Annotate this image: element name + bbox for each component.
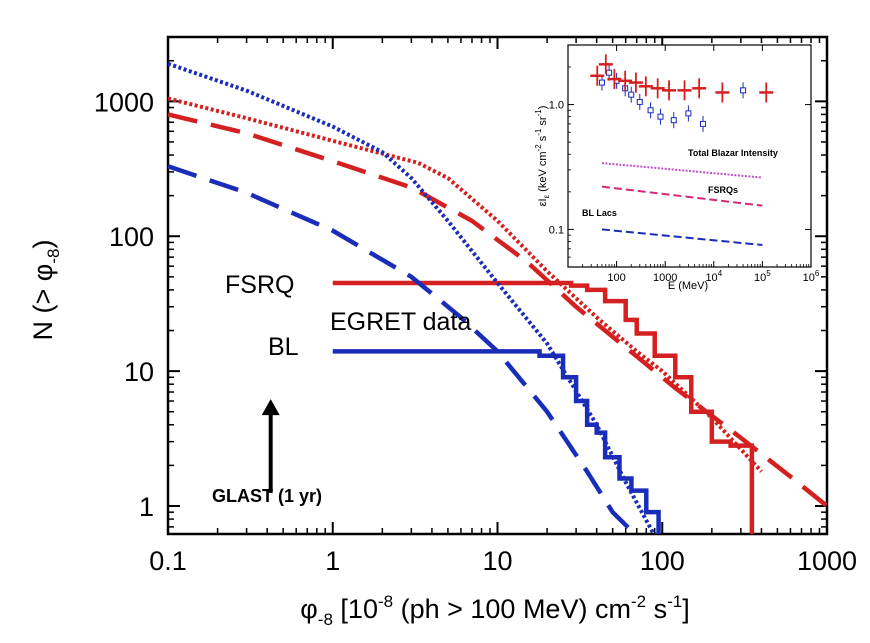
inset-label-total: Total Blazar Intensity: [688, 148, 778, 158]
x-tick-label: 1: [325, 546, 340, 576]
y-axis-title: N (> φ-8): [28, 240, 63, 341]
inset-y-tick-label: 0.1: [549, 224, 564, 236]
inset-blue-point: [647, 107, 654, 114]
inset-blue-point: [636, 98, 643, 105]
egret-data-label: EGRET data: [330, 308, 471, 336]
main-ticks: 0.1 1 10 100 1000 1 10 100 1000: [94, 37, 857, 576]
inset-label-fsrqs: FSRQs: [708, 185, 738, 195]
bl-dashed-line: [168, 164, 638, 534]
inset-blue-point: [657, 113, 664, 120]
inset-fsrq-line: [601, 185, 763, 207]
x-axis-title: φ-8 [10-8 (ph > 100 MeV) cm-2 s-1]: [300, 592, 689, 629]
inset-frame: [567, 44, 812, 268]
inset-x-tick-label: 105: [754, 269, 771, 284]
glast-arrow-head: [261, 399, 280, 416]
inset-blue-point: [598, 79, 605, 86]
y-tick-label: 10: [124, 357, 154, 387]
inset-blue-point: [740, 87, 747, 94]
inset-bl-line: [601, 228, 763, 247]
inset-y-tick-label: 1.0: [549, 100, 564, 112]
x-tick-label: 100: [640, 546, 685, 576]
bl-step-line: [332, 349, 661, 534]
fsrq-label: FSRQ: [225, 271, 294, 299]
inset-blue-point: [670, 117, 677, 124]
inset-blue-point: [700, 120, 707, 127]
inset-blue-point: [606, 69, 613, 76]
bl-label: BL: [268, 333, 299, 361]
glast-label: GLAST (1 yr): [212, 486, 322, 506]
inset-series: [590, 54, 774, 247]
y-tick-label: 1000: [94, 87, 154, 117]
x-tick-label: 1000: [797, 546, 857, 576]
inset-label-bllacs: BL Lacs: [582, 208, 617, 218]
inset-x-tick-label: 100: [607, 272, 625, 284]
inset-total-line: [601, 162, 763, 179]
y-tick-label: 100: [109, 222, 154, 252]
fsrq-dotted-line: [168, 96, 763, 473]
fsrq-step-line: [332, 280, 755, 534]
inset-y-axis-title: εIε (keV cm-2 s-1 sr-1): [534, 106, 551, 207]
inset-x-axis-title: E (MeV): [668, 280, 708, 292]
inset-blue-point: [628, 91, 635, 98]
inset-blue-point: [685, 110, 692, 117]
y-tick-label: 1: [139, 492, 154, 522]
main-series: [168, 61, 827, 534]
x-tick-label: 10: [482, 546, 512, 576]
inset-x-tick-label: 1000: [653, 272, 677, 284]
x-tick-label: 0.1: [149, 546, 187, 576]
inset-x-tick-label: 106: [803, 269, 820, 284]
glast-arrow: [261, 399, 280, 493]
